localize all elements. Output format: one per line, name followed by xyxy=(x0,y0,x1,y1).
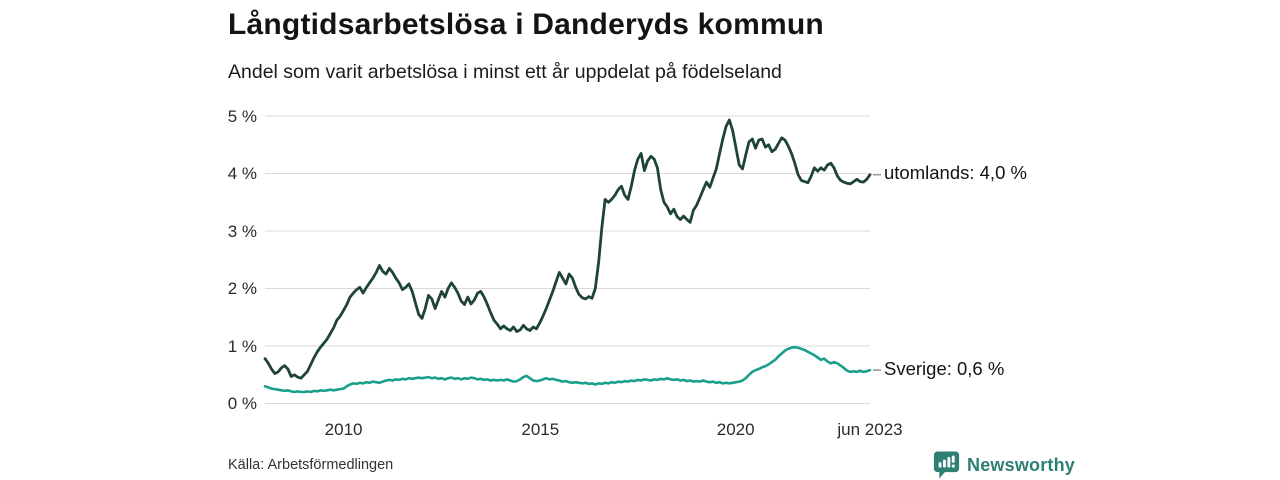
y-tick-label: 2 % xyxy=(227,279,257,298)
y-tick-label: 1 % xyxy=(227,336,257,356)
newsworthy-logo: Newsworthy xyxy=(933,451,1075,479)
chart-subtitle: Andel som varit arbetslösa i minst ett å… xyxy=(228,61,782,83)
x-tick-label-jun-2023: jun 2023 xyxy=(837,420,903,439)
y-tick-label: 0 % xyxy=(227,394,257,413)
chart-title: Långtidsarbetslösa i Danderyds kommun xyxy=(228,8,824,41)
line-utomlands xyxy=(263,118,872,380)
series-end-label-utomlands: utomlands: 4,0 % xyxy=(884,162,1027,184)
line-Sverige xyxy=(263,345,872,394)
x-tick-label-2020: 2020 xyxy=(716,420,755,439)
series-end-label-Sverige: Sverige: 0,6 % xyxy=(884,357,1005,379)
x-tick-label-2015: 2015 xyxy=(521,420,560,439)
y-tick-label: 5 % xyxy=(227,106,257,126)
newsworthy-bubble-chart-icon xyxy=(933,451,960,479)
y-tick-label: 3 % xyxy=(227,221,257,241)
newsworthy-wordmark: Newsworthy xyxy=(967,454,1076,475)
x-tick-label-2010: 2010 xyxy=(324,420,363,439)
source-text: Källa: Arbetsförmedlingen xyxy=(228,457,394,473)
y-tick-label: 4 % xyxy=(227,164,257,183)
